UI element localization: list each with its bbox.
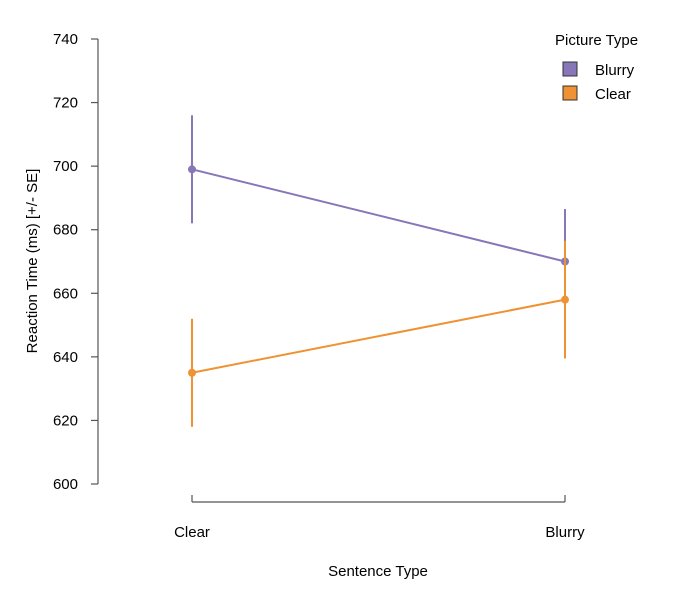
series-line xyxy=(191,298,566,374)
y-tick-label: 700 xyxy=(53,158,78,175)
y-tick-label: 620 xyxy=(53,412,78,429)
y-tick-label: 720 xyxy=(53,95,78,112)
y-tick-label: 660 xyxy=(53,285,78,302)
legend-swatch xyxy=(562,85,578,101)
plot-area xyxy=(188,115,569,427)
series-line xyxy=(191,168,566,263)
legend-swatch xyxy=(562,61,578,77)
legend-label: Blurry xyxy=(595,62,635,79)
data-point xyxy=(188,368,196,377)
legend: Picture Type Blurry Clear xyxy=(555,32,638,103)
series-clear xyxy=(188,240,569,427)
data-point xyxy=(188,165,196,174)
y-tick-label: 740 xyxy=(53,31,78,48)
y-tick-label: 600 xyxy=(53,476,78,493)
series-blurry xyxy=(188,115,569,314)
x-axis-title: Sentence Type xyxy=(328,563,428,580)
x-tick-label: Clear xyxy=(174,524,210,541)
y-axis: 600 620 640 660 680 700 720 740 xyxy=(53,31,99,493)
y-tick-label: 680 xyxy=(53,222,78,239)
data-point xyxy=(561,295,569,304)
x-axis: Clear Blurry xyxy=(174,495,585,541)
x-tick-label: Blurry xyxy=(545,524,585,541)
y-axis-title: Reaction Time (ms) [+/- SE] xyxy=(24,169,41,354)
y-tick-label: 640 xyxy=(53,349,78,366)
legend-label: Clear xyxy=(595,86,631,103)
legend-title: Picture Type xyxy=(555,32,638,49)
